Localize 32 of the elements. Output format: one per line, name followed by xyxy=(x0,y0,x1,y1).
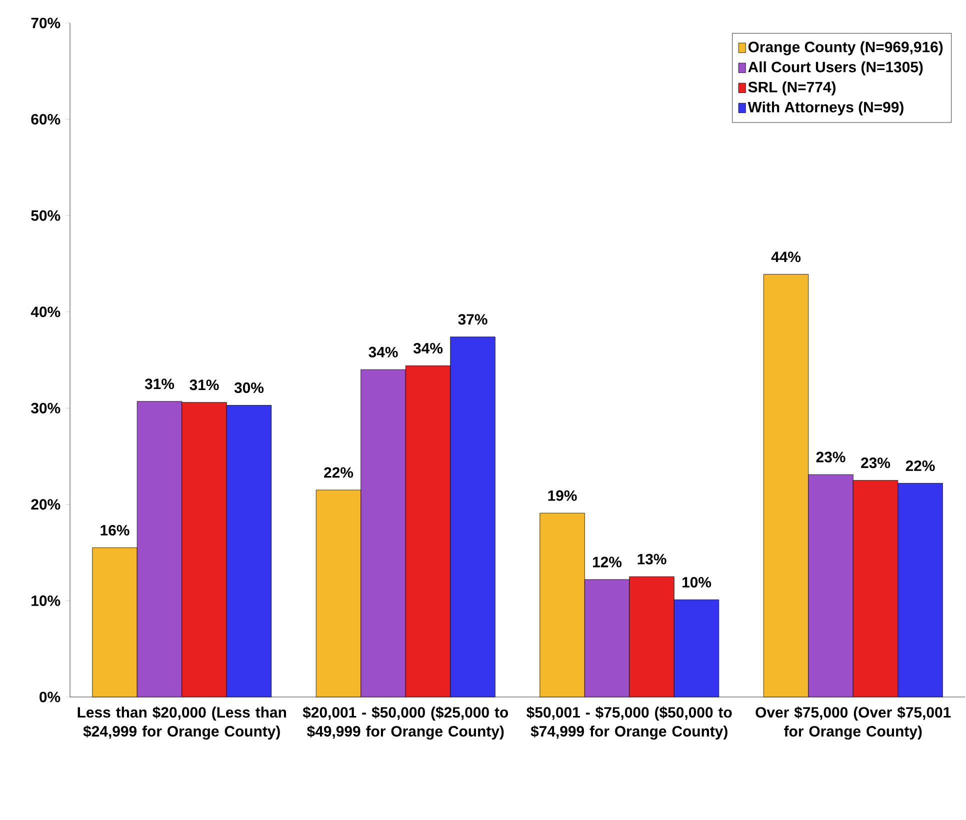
y-tick-label: 70% xyxy=(31,18,60,28)
data-label: 16% xyxy=(100,524,130,536)
y-tick-label: 20% xyxy=(31,499,60,510)
legend-label: Orange County (N=969,916) xyxy=(748,41,943,56)
y-tick-label: 50% xyxy=(31,210,60,221)
x-tick-label: $20,001 - $50,000 ($25,000 to $49,999 for Orange County) xyxy=(302,706,508,740)
data-label: 37% xyxy=(458,314,488,325)
data-label: 34% xyxy=(413,342,443,354)
legend-label: All Court Users (N=1305) xyxy=(748,61,923,76)
data-label: 34% xyxy=(368,346,398,358)
legend-label: SRL (N=774) xyxy=(748,81,836,96)
y-tick-label: 10% xyxy=(32,595,60,606)
data-label: 12% xyxy=(592,556,622,568)
data-label: 23% xyxy=(861,458,890,468)
data-label: 22% xyxy=(324,467,354,478)
data-label: 30% xyxy=(234,382,264,394)
data-label: 13% xyxy=(638,554,666,564)
data-label: 23% xyxy=(816,452,846,462)
y-tick-label: 60% xyxy=(31,114,60,125)
x-tick-label: Less than $20,000 (Less than $24,999 for Orange County) xyxy=(78,706,286,740)
y-tick-label: 30% xyxy=(31,402,60,414)
data-label: 19% xyxy=(548,490,577,501)
data-label: 31% xyxy=(144,378,174,390)
legend-label: With Attorneys (N=99) xyxy=(748,101,904,116)
data-label: 31% xyxy=(190,380,219,390)
data-label: 44% xyxy=(771,252,801,262)
data-label: 22% xyxy=(906,460,935,472)
y-tick-label: 40% xyxy=(30,306,60,318)
y-tick-label: 0% xyxy=(40,692,60,702)
x-tick-label: Over $75,000 (Over $75,001 for Orange County) xyxy=(756,706,951,740)
x-tick-label: $50,001 - $75,000 ($50,000 to $74,999 for Orange County) xyxy=(526,706,732,740)
data-label: 10% xyxy=(682,576,712,588)
